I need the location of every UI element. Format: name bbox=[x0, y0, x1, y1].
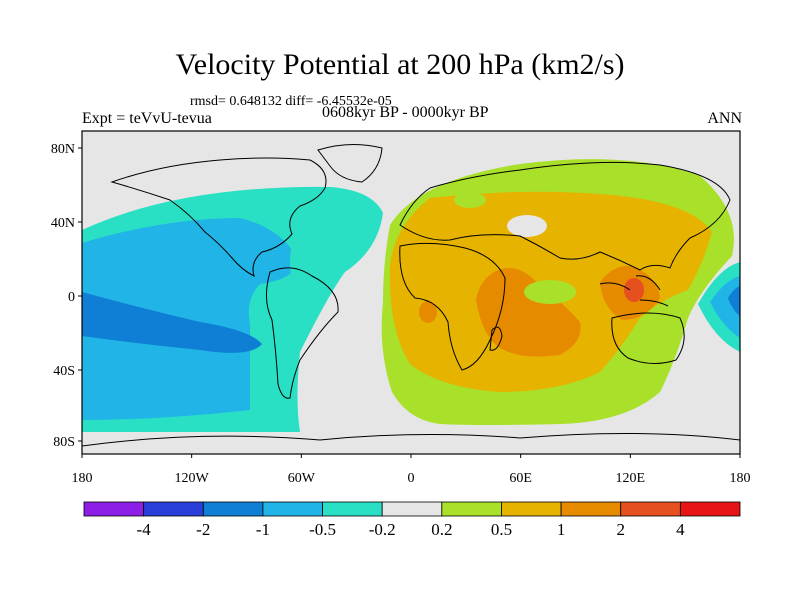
experiment-label: Expt = teVvU-tevua bbox=[82, 110, 212, 127]
colorbar-label: -0.2 bbox=[369, 520, 396, 539]
region-p1-west-africa bbox=[419, 301, 437, 323]
region-p2-indonesia bbox=[624, 278, 644, 302]
stats-line: rmsd= 0.648132 diff= -6.45532e-05 bbox=[190, 94, 392, 109]
colorbar-swatch bbox=[679, 501, 741, 517]
lat-tick-label: 0 bbox=[68, 290, 75, 305]
lon-tick-label: 180 bbox=[72, 471, 93, 486]
latitude-ticks: 80N 40N 0 40S 80S bbox=[51, 142, 82, 450]
colorbar-label: -1 bbox=[256, 520, 270, 539]
coast-africa bbox=[399, 242, 506, 371]
colorbar-swatch bbox=[560, 501, 622, 517]
colorbar-swatch bbox=[501, 501, 562, 517]
colorbar-label: 1 bbox=[557, 520, 566, 539]
lon-tick-label: 180 bbox=[730, 471, 751, 486]
coast-eurasia bbox=[399, 161, 731, 271]
coast-australia bbox=[611, 312, 685, 364]
colorbar-swatch bbox=[381, 501, 443, 517]
colorbar-label: 0.5 bbox=[491, 520, 512, 539]
coast-madagascar bbox=[489, 326, 503, 351]
period-label: 0608kyr BP - 0000kyr BP bbox=[322, 104, 489, 121]
velocity-potential-field bbox=[82, 131, 740, 454]
lon-tick-label: 0 bbox=[408, 471, 415, 486]
colorbar-swatch bbox=[143, 501, 204, 517]
lon-tick-label: 60E bbox=[509, 471, 532, 486]
region-p05-pocket-north bbox=[454, 192, 486, 208]
region-m05-east-edge bbox=[710, 276, 740, 338]
season-label: ANN bbox=[707, 110, 742, 127]
lat-tick-label: 40S bbox=[53, 364, 75, 379]
coast-greenland bbox=[317, 143, 383, 183]
lon-tick-label: 120E bbox=[616, 471, 646, 486]
lat-tick-label: 80N bbox=[51, 142, 75, 157]
colorbar-swatch bbox=[620, 501, 681, 517]
lat-tick-label: 80S bbox=[53, 435, 75, 450]
colorbar-swatch bbox=[441, 501, 502, 517]
colorbar-label: -2 bbox=[196, 520, 210, 539]
coast-north-america bbox=[110, 157, 327, 277]
colorbar: -4 -2 -1 -0.5 -0.2 0.2 0.5 1 2 4 bbox=[83, 501, 741, 539]
colorbar-swatch bbox=[202, 501, 264, 517]
coast-maritime-continent bbox=[599, 275, 669, 307]
lon-tick-label: 60W bbox=[288, 471, 316, 486]
lon-tick-label: 120W bbox=[175, 471, 210, 486]
region-m05-west bbox=[82, 218, 300, 420]
lat-tick-label: 40N bbox=[51, 216, 75, 231]
colorbar-label: -0.5 bbox=[309, 520, 336, 539]
colorbar-label: -4 bbox=[137, 520, 152, 539]
region-neutral-hole-north bbox=[507, 215, 547, 237]
longitude-ticks: 180 120W 60W 0 60E 120E 180 bbox=[72, 454, 751, 486]
coastlines bbox=[82, 143, 740, 447]
region-m1-west bbox=[82, 292, 262, 353]
colorbar-swatch bbox=[83, 501, 145, 517]
coast-south-america bbox=[266, 267, 339, 399]
colorbar-label: 0.2 bbox=[431, 520, 452, 539]
colorbar-swatch bbox=[322, 501, 383, 517]
region-p05-hole-south bbox=[524, 280, 576, 304]
coast-antarctica bbox=[82, 432, 740, 447]
colorbar-label: 4 bbox=[676, 520, 685, 539]
colorbar-label: 2 bbox=[616, 520, 625, 539]
region-m1-east-edge bbox=[728, 286, 740, 316]
colorbar-swatch bbox=[262, 501, 323, 517]
plot-title: Velocity Potential at 200 hPa (km2/s) bbox=[175, 48, 625, 81]
region-m02-atlantic-blob bbox=[290, 220, 334, 304]
